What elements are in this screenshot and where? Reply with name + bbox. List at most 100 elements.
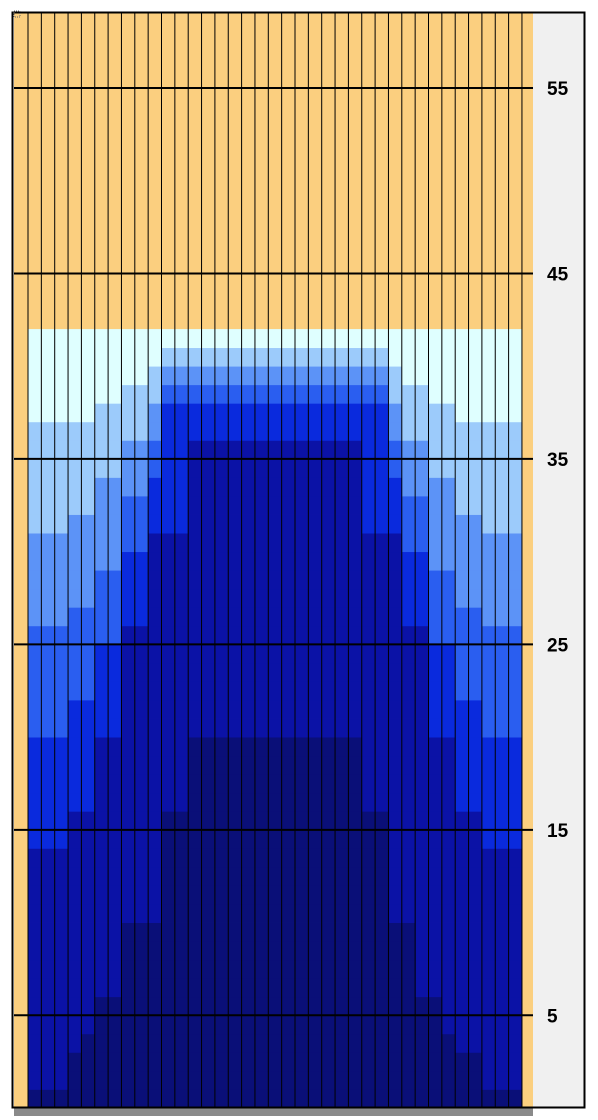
heatmap-cell (81, 644, 96, 664)
heatmap-cell (161, 1033, 176, 1053)
heatmap-cell (348, 737, 363, 757)
heatmap-cell (81, 588, 96, 608)
heatmap-cell (254, 440, 269, 460)
heatmap-cell (241, 496, 256, 515)
corner-handle-icon[interactable] (13, 10, 21, 18)
heatmap-cell (321, 848, 336, 868)
heatmap-cell (174, 514, 189, 534)
heatmap-cell (481, 329, 496, 349)
heatmap-cell (148, 996, 162, 1016)
heatmap-cell (415, 848, 429, 868)
heatmap-cell (321, 440, 336, 460)
heatmap-cell (361, 922, 376, 942)
heatmap-cell (441, 811, 456, 831)
heatmap-cell (28, 458, 42, 478)
heatmap-cell (375, 625, 389, 645)
heatmap-cell (108, 811, 122, 831)
heatmap-cell (121, 607, 136, 627)
heatmap-cell (401, 829, 416, 849)
heatmap-cell (348, 329, 363, 349)
heatmap-cell (174, 792, 189, 812)
heatmap-cell (348, 700, 363, 719)
heatmap-cell (401, 440, 416, 460)
heatmap-cell (161, 1089, 176, 1109)
heatmap-cell (335, 403, 349, 423)
heatmap-cell (148, 662, 162, 682)
heatmap-cell (415, 533, 429, 553)
heatmap-cell (108, 403, 122, 423)
heatmap-cell (94, 885, 109, 905)
heatmap-cell (28, 421, 42, 441)
heatmap-cell (68, 477, 82, 497)
heatmap-cell (295, 774, 309, 794)
heatmap-cell (108, 644, 122, 664)
heatmap-cell (508, 774, 523, 794)
heatmap-cell (375, 644, 389, 664)
heatmap-cell (481, 662, 496, 682)
heatmap-cell (254, 848, 269, 868)
heatmap-cell (188, 440, 202, 460)
heatmap-cell (228, 1070, 242, 1090)
heatmap-cell (121, 700, 136, 719)
heatmap-cell (54, 904, 69, 923)
right-panel (533, 12, 584, 1108)
heatmap-cell (415, 1052, 429, 1072)
heatmap-cell (375, 403, 389, 423)
heatmap-cell (295, 607, 309, 627)
heatmap-cells (14, 12, 533, 1109)
heatmap-cell (508, 533, 523, 553)
heatmap-cell (455, 755, 469, 775)
heatmap-cell (54, 625, 69, 645)
heatmap-cell (321, 737, 336, 757)
heatmap-cell (401, 496, 416, 515)
heatmap-cell (508, 329, 523, 349)
heatmap-cell (81, 458, 96, 478)
heatmap-cell (401, 1033, 416, 1053)
heatmap-cell (174, 829, 189, 849)
heatmap-cell (455, 625, 469, 645)
heatmap-cell (28, 588, 42, 608)
heatmap-cell (121, 588, 136, 608)
heatmap-cell (508, 458, 523, 478)
heatmap-cell (174, 755, 189, 775)
heatmap-cell (214, 1033, 229, 1053)
heatmap-cell (361, 477, 376, 497)
heatmap-cell (68, 1052, 82, 1072)
heatmap-cell (508, 1015, 523, 1035)
heatmap-cell (174, 700, 189, 719)
heatmap-cell (441, 440, 456, 460)
heatmap-cell (455, 1070, 469, 1090)
heatmap-cell (201, 1033, 216, 1053)
heatmap-cell (375, 1033, 389, 1053)
heatmap-cell (81, 700, 96, 719)
heatmap-cell (481, 885, 496, 905)
heatmap-cell (455, 792, 469, 812)
heatmap-cell (375, 1070, 389, 1090)
heatmap-cell (188, 421, 202, 441)
heatmap-cell (134, 496, 149, 515)
heatmap-cell (214, 533, 229, 553)
heatmap-cell (108, 607, 122, 627)
heatmap-cell (428, 1070, 443, 1090)
heatmap-cell (361, 625, 376, 645)
heatmap-cell (321, 700, 336, 719)
heatmap-cell (94, 829, 109, 849)
heatmap-cell (188, 941, 202, 961)
heatmap-cell (121, 996, 136, 1016)
heatmap-cell (68, 384, 82, 404)
heatmap-cell (428, 329, 443, 349)
heatmap-cell (335, 644, 349, 664)
heatmap-cell (455, 570, 469, 590)
heatmap-cell (28, 403, 42, 423)
heatmap-cell (468, 366, 483, 386)
heatmap-cell (188, 366, 202, 386)
heatmap-cell (281, 681, 296, 701)
heatmap-cell (228, 829, 242, 849)
heatmap-cell (335, 625, 349, 645)
heatmap-cell (468, 440, 483, 460)
heatmap-cell (134, 1089, 149, 1109)
heatmap-cell (321, 551, 336, 571)
heatmap-cell (54, 1052, 69, 1072)
